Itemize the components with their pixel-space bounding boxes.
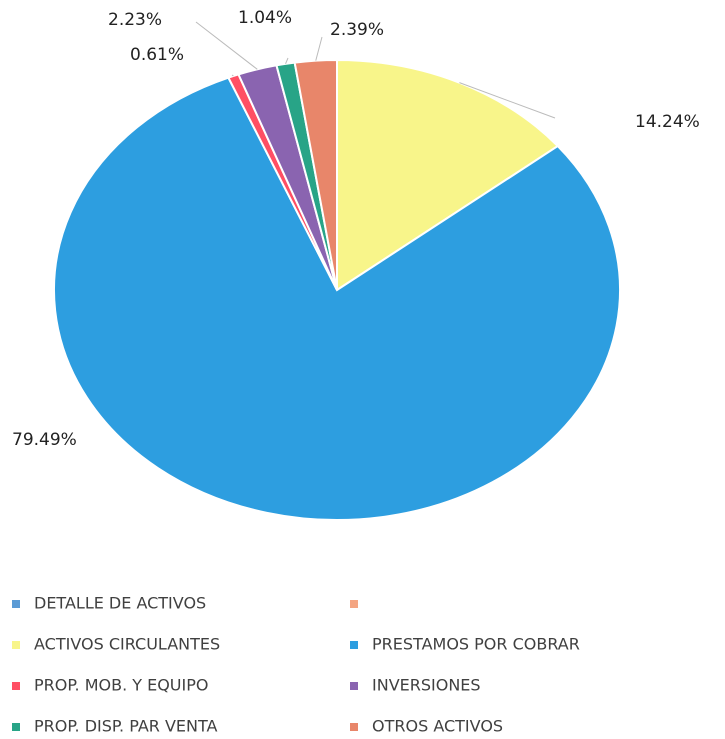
leader-line <box>459 82 556 119</box>
legend-swatch <box>350 723 358 731</box>
leader-line <box>195 21 258 70</box>
data-label: 2.39% <box>330 20 384 40</box>
data-label: 2.23% <box>108 10 162 30</box>
data-label: 0.61% <box>130 45 184 65</box>
legend-swatch <box>12 641 20 649</box>
data-label: 79.49% <box>12 430 77 450</box>
pie-slice <box>53 76 621 521</box>
legend-label: PRESTAMOS POR COBRAR <box>372 635 580 654</box>
legend-swatch <box>12 600 20 608</box>
legend-swatch <box>12 723 20 731</box>
legend-label: ACTIVOS CIRCULANTES <box>34 635 220 654</box>
leader-line <box>285 57 289 65</box>
legend-swatch <box>350 682 358 690</box>
legend-swatch <box>12 682 20 690</box>
legend-label: PROP. MOB. Y EQUIPO <box>34 676 208 695</box>
legend-swatch <box>350 600 358 608</box>
data-label: 1.04% <box>238 8 292 28</box>
pie-slice <box>336 58 560 292</box>
legend-label: OTROS ACTIVOS <box>372 717 503 736</box>
leader-line <box>231 74 234 77</box>
legend-label: PROP. DISP. PAR VENTA <box>34 717 218 736</box>
legend-label: DETALLE DE ACTIVOS <box>34 594 206 613</box>
leader-line <box>315 36 323 61</box>
data-label: 14.24% <box>635 112 700 132</box>
legend-swatch <box>350 641 358 649</box>
legend-label: INVERSIONES <box>372 676 481 695</box>
